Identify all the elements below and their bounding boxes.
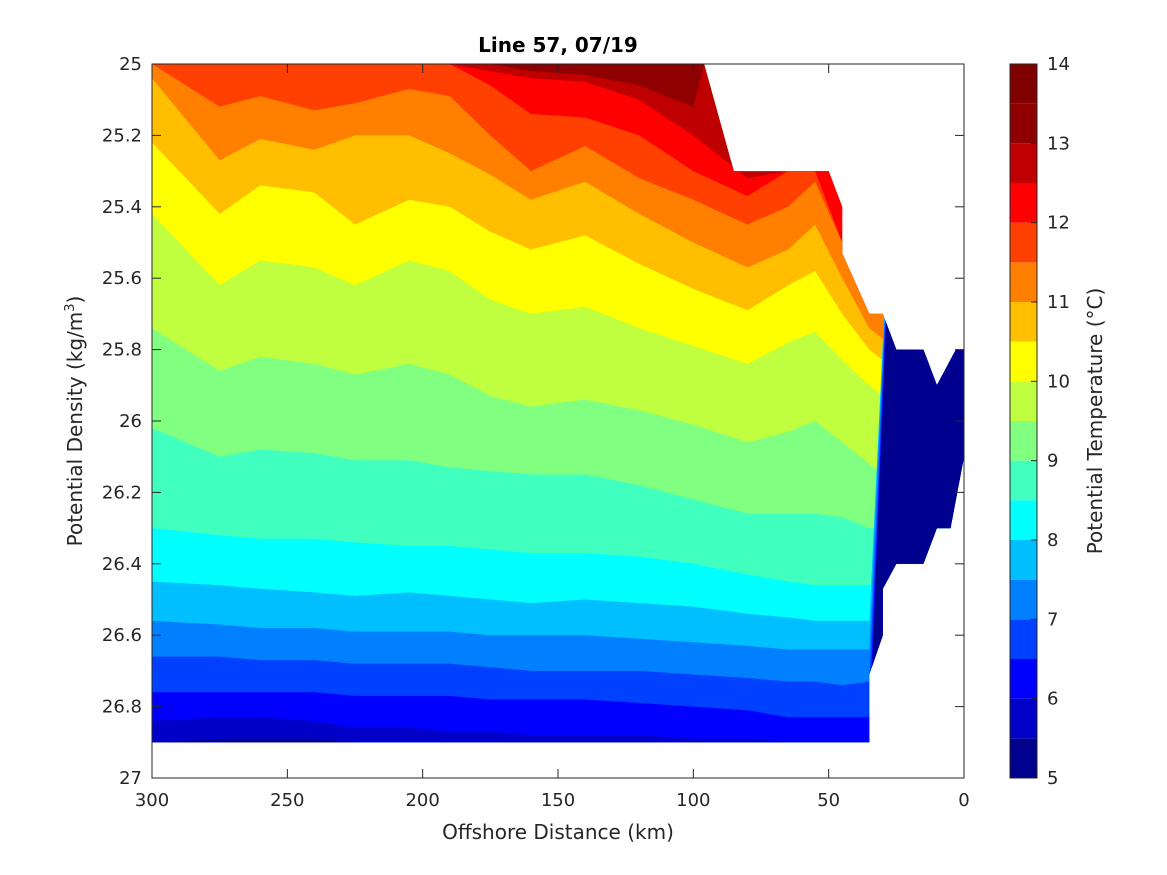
colorbar-swatch xyxy=(1010,103,1037,144)
x-tick-label: 50 xyxy=(817,790,840,811)
x-tick-label: 250 xyxy=(270,790,304,811)
x-axis: 300 250 200 150 100 50 0 xyxy=(135,64,970,811)
colorbar-tick-label: 13 xyxy=(1047,133,1070,154)
colorbar-tick-label: 5 xyxy=(1047,768,1058,789)
x-tick-label: 300 xyxy=(135,790,169,811)
y-axis-title-tail: ) xyxy=(63,296,87,304)
colorbar-frame xyxy=(1009,63,1038,779)
temperature-bands xyxy=(152,64,964,743)
colorbar-swatch xyxy=(1010,421,1037,461)
colorbar-swatch xyxy=(1010,619,1037,659)
colorbar-swatch xyxy=(1010,659,1037,699)
x-tick-label: 0 xyxy=(958,790,969,811)
y-tick-label: 25.4 xyxy=(102,197,142,218)
colorbar-tick-label: 14 xyxy=(1047,54,1070,75)
colorbar-tick-label: 10 xyxy=(1047,371,1070,392)
y-tick-label: 26.8 xyxy=(102,697,142,718)
colorbar-swatch xyxy=(1010,500,1037,540)
colorbar-swatch xyxy=(1010,183,1037,223)
colorbar-swatch xyxy=(1010,64,1037,104)
x-tick-label: 150 xyxy=(541,790,575,811)
y-tick-label: 26.4 xyxy=(102,554,142,575)
colorbar-swatch xyxy=(1010,738,1037,778)
colorbar: 5 6 7 8 9 10 11 12 13 14 xyxy=(1009,54,1070,789)
plot-area: 300 250 200 150 100 50 0 2525.225.425.625.8262… xyxy=(102,54,970,811)
colorbar-swatch xyxy=(1010,262,1037,302)
colorbar-swatch xyxy=(1010,540,1037,580)
band-7.5-8 xyxy=(152,64,964,743)
colorbar-swatch xyxy=(1010,341,1037,382)
colorbar-tick-label: 7 xyxy=(1047,609,1058,630)
y-tick-label: 26.2 xyxy=(102,482,142,503)
colorbar-tick-label: 12 xyxy=(1047,213,1070,234)
colorbar-tick-label: 6 xyxy=(1047,689,1058,710)
chart-title: Line 57, 07/19 xyxy=(478,33,638,57)
y-axis-title: Potential Density (kg/m3) xyxy=(63,296,87,547)
y-tick-label: 27 xyxy=(119,768,142,789)
y-axis-title-superscript: 3 xyxy=(63,303,78,311)
x-axis-title: Offshore Distance (km) xyxy=(442,820,674,844)
x-tick-label: 100 xyxy=(676,790,710,811)
colorbar-swatch xyxy=(1010,460,1037,501)
y-axis: 25 25.2 25.4 25.6 25.8 26 26.2 26.4 26.6 26.8 27 xyxy=(102,54,964,789)
colorbar-swatch xyxy=(1010,381,1037,421)
colorbar-swatch xyxy=(1010,222,1037,263)
colorbar-tick-label: 8 xyxy=(1047,530,1058,551)
y-tick-label: 25.6 xyxy=(102,268,142,289)
y-tick-label: 25.2 xyxy=(102,125,142,146)
y-tick-label: 25.8 xyxy=(102,340,142,361)
band-13-13.5 xyxy=(490,64,705,107)
x-tick-label: 200 xyxy=(405,790,439,811)
y-tick-label: 25 xyxy=(119,54,142,75)
colorbar-swatch xyxy=(1010,698,1037,739)
y-tick-label: 26.6 xyxy=(102,625,142,646)
colorbar-tick-label: 11 xyxy=(1047,292,1070,313)
colorbar-swatch xyxy=(1010,143,1037,183)
colorbar-tick-label: 9 xyxy=(1047,451,1058,472)
colorbar-title: Potential Temperature (°C) xyxy=(1083,288,1107,555)
colorbar-swatch xyxy=(1010,579,1037,620)
y-tick-label: 26 xyxy=(119,411,142,432)
colorbar-swatch xyxy=(1010,302,1037,342)
y-axis-title-main: Potential Density (kg/m xyxy=(63,312,87,547)
